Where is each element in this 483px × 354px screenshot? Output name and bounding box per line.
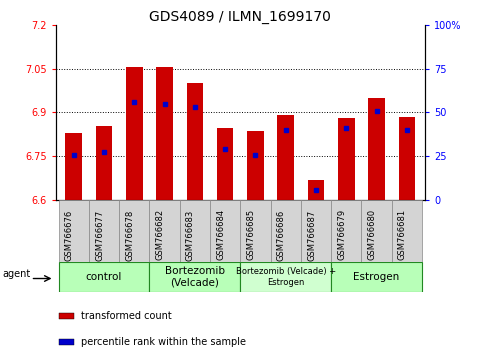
Bar [217, 129, 233, 200]
Bar [59, 339, 74, 345]
Bar [247, 131, 264, 200]
Bar [398, 117, 415, 200]
Text: Bortezomib (Velcade) +
Estrogen: Bortezomib (Velcade) + Estrogen [236, 267, 336, 287]
Bar [59, 313, 74, 319]
FancyBboxPatch shape [149, 200, 180, 262]
Text: GSM766681: GSM766681 [398, 209, 407, 261]
Text: GSM766686: GSM766686 [277, 209, 286, 261]
Bar [156, 67, 173, 200]
Text: Estrogen: Estrogen [354, 272, 400, 282]
Text: GSM766677: GSM766677 [95, 209, 104, 261]
Text: transformed count: transformed count [82, 311, 172, 321]
Text: agent: agent [3, 269, 31, 279]
Bar [308, 179, 325, 200]
Text: GSM766679: GSM766679 [337, 209, 346, 261]
FancyBboxPatch shape [149, 262, 241, 292]
Text: GSM766680: GSM766680 [368, 209, 377, 261]
FancyBboxPatch shape [270, 200, 301, 262]
Text: GSM766678: GSM766678 [125, 209, 134, 261]
Text: Bortezomib
(Velcade): Bortezomib (Velcade) [165, 266, 225, 288]
Bar [186, 83, 203, 200]
Text: GSM766676: GSM766676 [65, 209, 74, 261]
Bar [277, 115, 294, 200]
Text: GSM766682: GSM766682 [156, 209, 165, 261]
Text: GSM766683: GSM766683 [186, 209, 195, 261]
Text: control: control [86, 272, 122, 282]
Title: GDS4089 / ILMN_1699170: GDS4089 / ILMN_1699170 [149, 10, 331, 24]
Text: GSM766685: GSM766685 [246, 209, 256, 261]
FancyBboxPatch shape [301, 200, 331, 262]
Text: GSM766684: GSM766684 [216, 209, 225, 261]
FancyBboxPatch shape [210, 200, 241, 262]
Bar [368, 98, 385, 200]
Text: GSM766687: GSM766687 [307, 209, 316, 261]
Bar [126, 67, 142, 200]
FancyBboxPatch shape [58, 262, 149, 292]
FancyBboxPatch shape [331, 262, 422, 292]
Text: percentile rank within the sample: percentile rank within the sample [82, 337, 246, 347]
Bar [65, 133, 82, 200]
FancyBboxPatch shape [241, 262, 331, 292]
FancyBboxPatch shape [331, 200, 361, 262]
Bar [338, 118, 355, 200]
FancyBboxPatch shape [119, 200, 149, 262]
FancyBboxPatch shape [58, 200, 89, 262]
FancyBboxPatch shape [180, 200, 210, 262]
FancyBboxPatch shape [361, 200, 392, 262]
FancyBboxPatch shape [241, 200, 270, 262]
FancyBboxPatch shape [392, 200, 422, 262]
FancyBboxPatch shape [89, 200, 119, 262]
Bar [96, 126, 113, 200]
